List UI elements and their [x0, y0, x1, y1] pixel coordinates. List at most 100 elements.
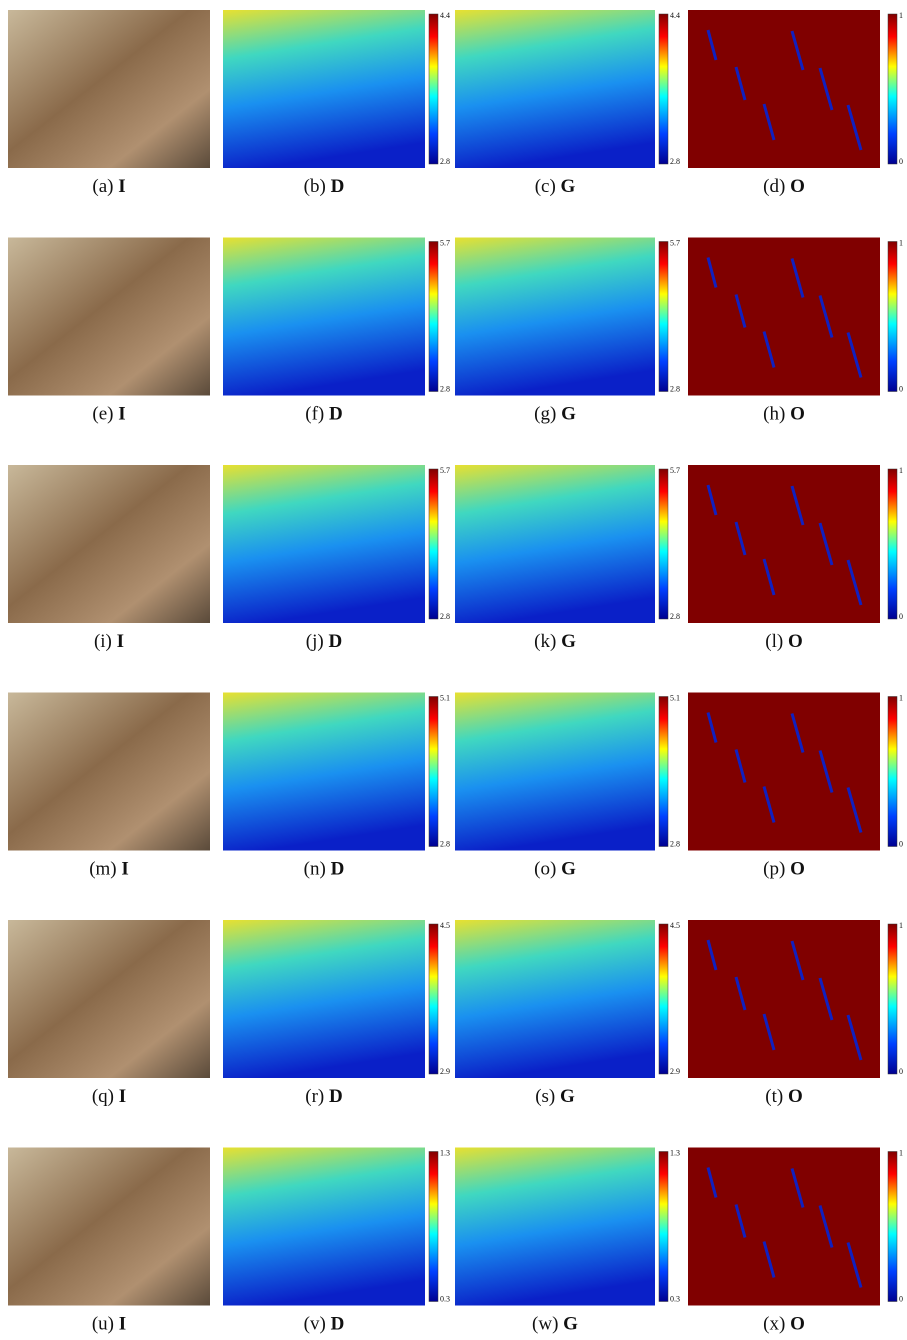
colorbar — [888, 242, 897, 392]
caption: (q) I — [92, 1086, 126, 1107]
caption-label: (n) — [304, 859, 326, 880]
colorbar-max: 1 — [899, 693, 903, 702]
caption: (f) D — [305, 404, 342, 425]
colorbar-max: 5.7 — [440, 466, 450, 475]
colorbar-min: 2.8 — [440, 839, 450, 848]
panel-image — [688, 693, 880, 851]
panel-image — [455, 1148, 655, 1306]
caption-label: (e) — [92, 404, 113, 425]
panel-image — [8, 465, 210, 623]
caption: (c) G — [535, 176, 576, 197]
panel: 5.72.8(j) D — [223, 465, 450, 652]
colorbar-min: 2.9 — [670, 1067, 680, 1076]
colorbar-max: 5.7 — [670, 238, 680, 247]
panel: (q) I — [8, 920, 210, 1107]
panel-image — [455, 238, 655, 396]
colorbar-min: 0 — [899, 612, 903, 621]
panel-image — [688, 10, 880, 168]
panel: 10(p) O — [688, 693, 903, 880]
caption: (v) D — [304, 1314, 345, 1335]
panel: 10(t) O — [688, 920, 903, 1107]
colorbar-min: 0.3 — [670, 1294, 680, 1303]
caption-label: (c) — [535, 176, 556, 197]
caption-symbol: D — [331, 176, 345, 197]
colorbar-max: 1 — [899, 466, 903, 475]
colorbar-min: 2.8 — [440, 612, 450, 621]
colorbar — [659, 242, 668, 392]
caption: (g) G — [534, 404, 576, 425]
colorbar — [429, 924, 438, 1074]
caption-symbol: I — [119, 1086, 126, 1107]
caption: (m) I — [89, 859, 129, 880]
caption-symbol: O — [790, 1314, 805, 1335]
caption-label: (t) — [765, 1086, 783, 1107]
colorbar-min: 0 — [899, 839, 903, 848]
panel: 10(x) O — [688, 1148, 903, 1335]
caption-symbol: G — [563, 1314, 578, 1335]
panel: (i) I — [8, 465, 210, 652]
panel-image — [8, 238, 210, 396]
colorbar-max: 1.3 — [670, 1148, 680, 1157]
panel-image — [688, 920, 880, 1078]
colorbar-min: 2.8 — [670, 384, 680, 393]
caption: (b) D — [304, 176, 345, 197]
panel: 5.72.8(k) G — [455, 465, 680, 652]
panel: 4.42.8(c) G — [455, 10, 680, 197]
colorbar-max: 4.5 — [670, 921, 680, 930]
panel: 1 0 (l) O — [688, 465, 903, 652]
colorbar — [888, 1152, 897, 1302]
caption: (s) G — [535, 1086, 575, 1107]
caption-label: (a) — [92, 176, 113, 197]
caption: (r) D — [305, 1086, 342, 1107]
colorbar-max: 1.3 — [440, 1148, 450, 1157]
caption: (l) O — [765, 631, 802, 652]
colorbar-min: 0.3 — [440, 1294, 450, 1303]
panel-image — [688, 465, 880, 623]
panel: 4.5 2.9 (s) G — [455, 920, 680, 1107]
caption: (t) O — [765, 1086, 802, 1107]
colorbar-min: 0 — [899, 384, 903, 393]
colorbar-max: 5.1 — [670, 693, 680, 702]
panel-image — [223, 238, 425, 396]
caption-label: (s) — [535, 1086, 555, 1107]
panel-image — [455, 920, 655, 1078]
colorbar-max: 5.1 — [440, 693, 450, 702]
colorbar-min: 0 — [899, 1294, 903, 1303]
panel: 10(h) O — [688, 238, 903, 425]
caption-label: (g) — [534, 404, 556, 425]
caption: (w) G — [532, 1314, 578, 1335]
panel-image — [8, 693, 210, 851]
caption-symbol: G — [561, 404, 576, 425]
colorbar-min: 2.8 — [670, 839, 680, 848]
panel-image — [455, 10, 655, 168]
colorbar-max: 5.7 — [440, 238, 450, 247]
caption: (e) I — [92, 404, 125, 425]
colorbar-max: 1 — [899, 921, 903, 930]
colorbar-max: 5.7 — [670, 466, 680, 475]
colorbar — [659, 14, 668, 164]
panel-image — [8, 10, 210, 168]
colorbar-max: 1 — [899, 1148, 903, 1157]
panel: 4.42.8(b) D — [223, 10, 450, 197]
colorbar — [659, 697, 668, 847]
colorbar — [659, 924, 668, 1074]
caption-label: (h) — [763, 404, 785, 425]
panel: (e) I — [8, 238, 210, 425]
caption-symbol: O — [788, 631, 803, 652]
panel: 10(d) O — [688, 10, 903, 197]
colorbar — [888, 924, 897, 1074]
caption: (h) O — [763, 404, 805, 425]
caption-label: (q) — [92, 1086, 114, 1107]
colorbar — [429, 1152, 438, 1302]
panel: 1.3 0.3 (v) D — [223, 1148, 450, 1335]
caption-label: (j) — [306, 631, 324, 652]
caption-symbol: G — [560, 1086, 575, 1107]
caption-label: (v) — [304, 1314, 326, 1335]
panel: 5.12.8(o) G — [455, 693, 680, 880]
caption-label: (o) — [534, 859, 556, 880]
caption-symbol: O — [790, 404, 805, 425]
panel-image — [455, 693, 655, 851]
caption-symbol: D — [331, 859, 345, 880]
caption-symbol: G — [561, 176, 576, 197]
colorbar-min: 2.8 — [670, 157, 680, 166]
